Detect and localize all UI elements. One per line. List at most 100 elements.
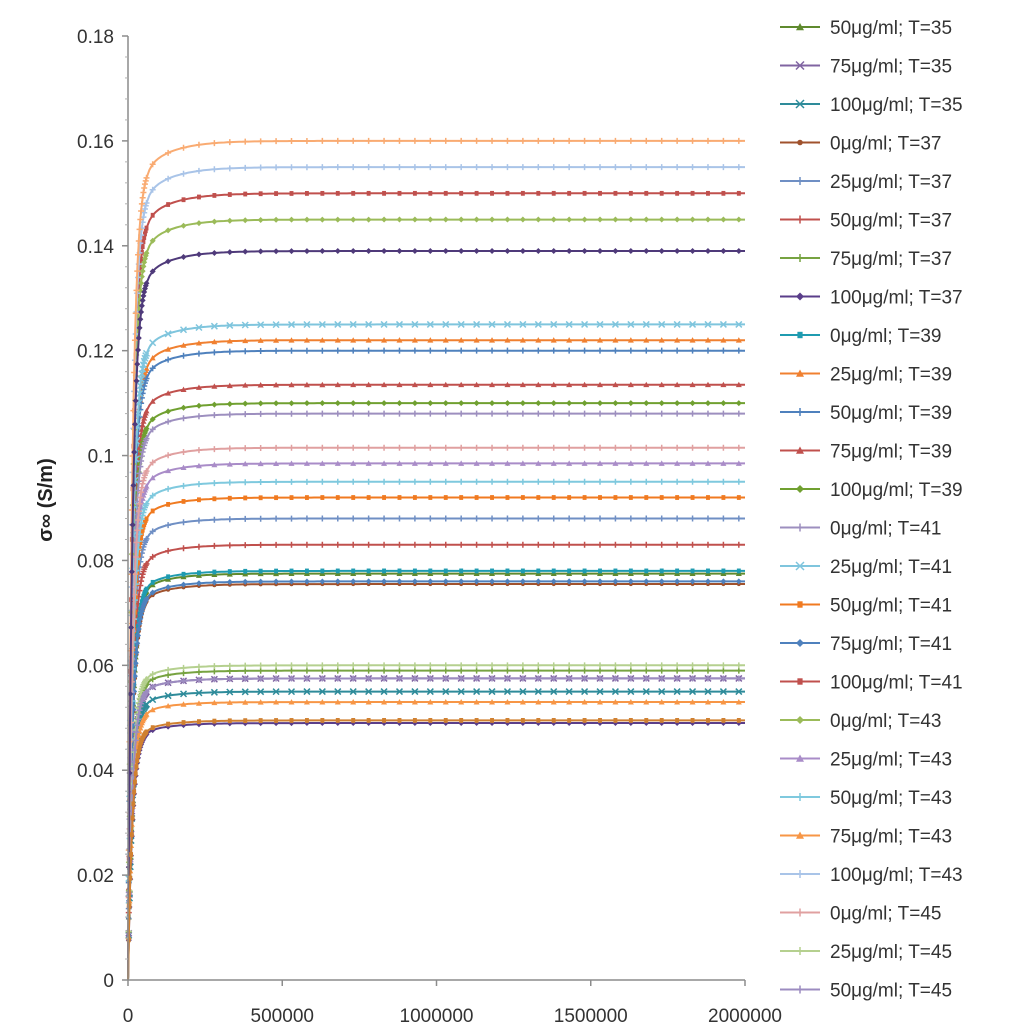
legend-label: 0μg/ml; T=43	[830, 711, 941, 732]
series-marker	[128, 876, 132, 881]
series-marker	[506, 718, 510, 723]
series-marker	[382, 569, 386, 574]
series-marker	[691, 495, 695, 500]
series-marker	[706, 495, 710, 500]
series-marker	[351, 191, 355, 196]
series-marker	[737, 569, 741, 574]
series-marker	[567, 569, 571, 574]
series-marker	[552, 495, 556, 500]
series-marker	[613, 569, 617, 574]
series-marker	[660, 191, 664, 196]
series-marker	[797, 140, 803, 146]
series-marker	[135, 764, 139, 769]
series-marker	[382, 718, 386, 723]
series-marker	[583, 495, 587, 500]
series-marker	[521, 718, 525, 723]
series-marker	[613, 495, 617, 500]
series-marker	[567, 191, 571, 196]
series-marker	[721, 191, 725, 196]
legend-label: 75μg/ml; T=41	[830, 634, 952, 655]
series-marker	[490, 495, 494, 500]
series-marker	[675, 569, 679, 574]
series-marker	[552, 569, 556, 574]
series-marker	[706, 191, 710, 196]
series-marker	[459, 495, 463, 500]
series-marker	[320, 191, 324, 196]
series-marker	[212, 496, 216, 501]
series-marker	[320, 495, 324, 500]
legend-label: 100μg/ml; T=41	[830, 673, 963, 694]
series-marker	[367, 495, 371, 500]
series-marker	[166, 574, 170, 579]
series-marker	[428, 718, 432, 723]
legend-label: 25μg/ml; T=37	[830, 172, 952, 193]
series-marker	[182, 197, 186, 202]
series-marker	[475, 569, 479, 574]
series-marker	[675, 718, 679, 723]
series-marker	[691, 718, 695, 723]
series-marker	[145, 226, 149, 231]
series-marker	[691, 569, 695, 574]
series-marker	[367, 718, 371, 723]
series-marker	[290, 191, 294, 196]
y-tick-label: 0.04	[77, 761, 114, 782]
series-marker	[228, 569, 232, 574]
series-marker	[644, 569, 648, 574]
series-marker	[413, 718, 417, 723]
y-tick-label: 0.18	[77, 27, 114, 48]
series-marker	[675, 191, 679, 196]
series-marker	[305, 569, 309, 574]
series-marker	[228, 192, 232, 197]
legend-label: 25μg/ml; T=41	[830, 557, 952, 578]
series-marker	[351, 569, 355, 574]
series-marker	[131, 801, 135, 806]
series-marker	[182, 499, 186, 504]
series-marker	[444, 718, 448, 723]
series-marker	[797, 332, 802, 338]
series-marker	[398, 718, 402, 723]
series-marker	[583, 191, 587, 196]
series-marker	[151, 509, 155, 514]
series-marker	[145, 729, 149, 734]
series-marker	[182, 572, 186, 577]
series-marker	[536, 495, 540, 500]
legend-label: 0μg/ml; T=39	[830, 326, 941, 347]
series-marker	[506, 569, 510, 574]
series-marker	[382, 191, 386, 196]
series-marker	[721, 569, 725, 574]
series-marker	[398, 569, 402, 574]
series-marker	[567, 495, 571, 500]
series-marker	[506, 495, 510, 500]
series-marker	[629, 495, 633, 500]
series-marker	[413, 191, 417, 196]
x-tick-label: 1000000	[400, 1006, 474, 1024]
y-tick-label: 0	[103, 971, 114, 992]
series-marker	[598, 718, 602, 723]
series-marker	[521, 191, 525, 196]
series-marker	[367, 191, 371, 196]
series-marker	[428, 495, 432, 500]
series-marker	[629, 718, 633, 723]
series-marker	[583, 569, 587, 574]
series-marker	[706, 569, 710, 574]
series-marker	[521, 495, 525, 500]
series-marker	[644, 191, 648, 196]
series-marker	[212, 193, 216, 198]
legend-label: 25μg/ml; T=43	[830, 750, 952, 771]
series-marker	[552, 718, 556, 723]
series-marker	[613, 718, 617, 723]
y-axis-label: σ∞ (S/m)	[35, 458, 57, 542]
series-marker	[243, 192, 247, 197]
series-marker	[351, 495, 355, 500]
series-marker	[336, 191, 340, 196]
series-marker	[182, 720, 186, 725]
legend-label: 75μg/ml; T=35	[830, 57, 952, 78]
series-marker	[475, 191, 479, 196]
y-tick-label: 0.16	[77, 132, 114, 153]
series-marker	[305, 495, 309, 500]
series-marker	[598, 569, 602, 574]
series-marker	[459, 191, 463, 196]
series-marker	[567, 718, 571, 723]
series-marker	[660, 495, 664, 500]
series-marker	[290, 495, 294, 500]
